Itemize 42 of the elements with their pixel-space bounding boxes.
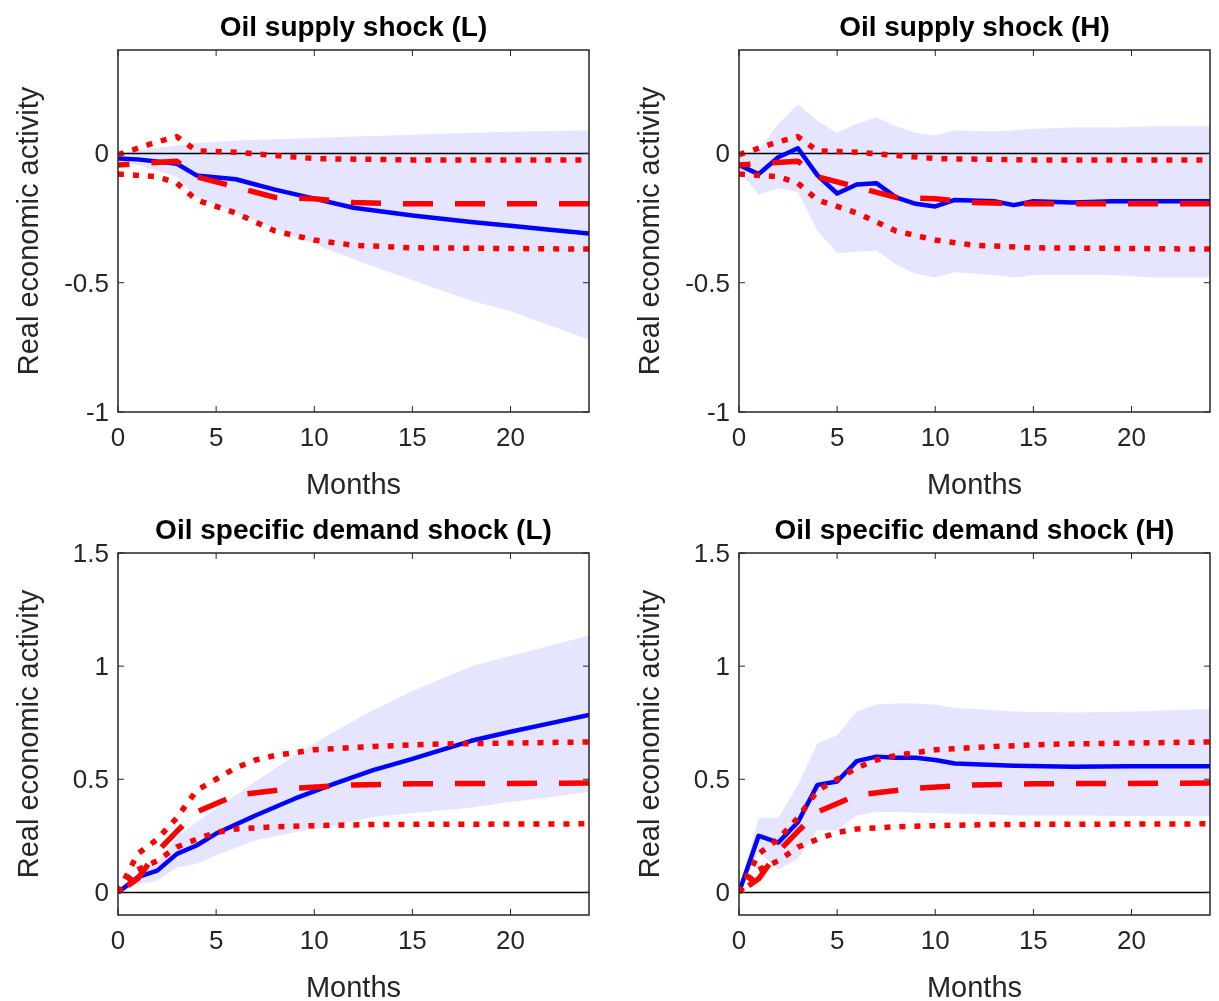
y-tick-label: 0 (715, 138, 730, 169)
y-tick-label: 1 (94, 651, 109, 682)
y-tick-label: 0 (715, 877, 730, 908)
x-tick-label: 10 (920, 422, 950, 452)
y-axis-title: Real economic activity (12, 589, 44, 879)
x-tick-label: 10 (299, 925, 329, 955)
chart-title: Oil specific demand shock (H) (774, 514, 1175, 545)
x-tick-label: 15 (1018, 422, 1048, 452)
x-axis-title: Months (305, 971, 402, 1001)
x-tick-label: 15 (397, 422, 427, 452)
x-tick-label: 5 (208, 422, 224, 452)
chart-title: Oil specific demand shock (L) (155, 514, 552, 545)
y-axis-title: Real economic activity (633, 86, 665, 376)
y-tick-label: -1 (85, 397, 109, 427)
chart-title: Oil supply shock (H) (839, 11, 1110, 42)
y-axis-title: Real economic activity (633, 589, 665, 879)
x-tick-label: 5 (829, 925, 845, 955)
y-tick-label: 1 (715, 651, 730, 682)
x-tick-label: 20 (496, 422, 525, 452)
x-tick-label: 10 (920, 925, 950, 955)
x-tick-label: 5 (208, 925, 224, 955)
y-tick-label: 0.5 (693, 764, 730, 795)
y-tick-label: -1 (706, 397, 730, 427)
x-tick-label: 10 (299, 422, 329, 452)
x-tick-label: 15 (397, 925, 427, 955)
y-tick-label: 0 (94, 877, 109, 908)
x-axis-title: Months (926, 971, 1023, 1001)
y-tick-label: 0.5 (72, 764, 109, 795)
x-tick-label: 15 (1018, 925, 1048, 955)
y-tick-label: 0 (94, 138, 109, 169)
y-tick-label: -0.5 (685, 267, 730, 298)
x-tick-label: 20 (1117, 925, 1146, 955)
y-tick-label: 1.5 (693, 538, 730, 568)
y-tick-label: -0.5 (64, 267, 109, 298)
y-axis-title: Real economic activity (12, 86, 44, 376)
x-tick-label: 5 (829, 422, 845, 452)
x-axis-title: Months (305, 468, 402, 500)
y-tick-label: 1.5 (72, 538, 109, 568)
x-axis-title: Months (926, 468, 1023, 500)
x-tick-label: 20 (1117, 422, 1146, 452)
chart-title: Oil supply shock (L) (219, 11, 488, 42)
x-tick-label: 20 (496, 925, 525, 955)
